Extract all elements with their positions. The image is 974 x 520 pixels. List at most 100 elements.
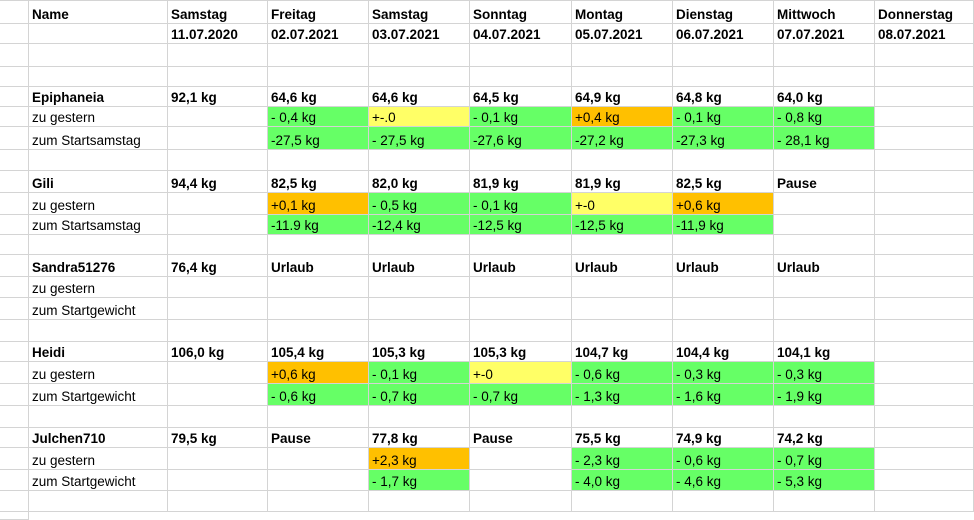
- weight-cell[interactable]: 64,9 kg: [572, 87, 673, 107]
- change-cell[interactable]: [369, 277, 470, 298]
- total-change-cell[interactable]: - 27,5 kg: [369, 127, 470, 150]
- empty-cell[interactable]: [572, 235, 673, 255]
- change-cell[interactable]: [168, 277, 268, 298]
- gutter-cell[interactable]: [0, 342, 29, 362]
- weight-cell[interactable]: Urlaub: [774, 255, 875, 277]
- empty-cell[interactable]: [29, 67, 168, 87]
- gutter-cell[interactable]: [0, 87, 29, 107]
- gutter-cell[interactable]: [0, 362, 29, 384]
- empty-cell[interactable]: [572, 67, 673, 87]
- empty-cell[interactable]: [774, 491, 875, 512]
- weight-cell[interactable]: 77,8 kg: [369, 428, 470, 448]
- weight-cell[interactable]: 79,5 kg: [168, 428, 268, 448]
- change-cell[interactable]: [774, 193, 875, 215]
- change-cell[interactable]: [673, 277, 774, 298]
- empty-cell[interactable]: [875, 235, 974, 255]
- empty-cell[interactable]: [268, 44, 369, 67]
- header-date[interactable]: 02.07.2021: [268, 24, 369, 44]
- change-cell[interactable]: - 0,1 kg: [470, 107, 572, 127]
- total-change-cell[interactable]: [875, 384, 974, 406]
- header-date[interactable]: 03.07.2021: [369, 24, 470, 44]
- total-change-cell[interactable]: - 4,0 kg: [572, 470, 673, 491]
- empty-cell[interactable]: [268, 67, 369, 87]
- change-cell[interactable]: +-0: [572, 193, 673, 215]
- change-cell[interactable]: [875, 193, 974, 215]
- person-name[interactable]: Heidi: [29, 342, 168, 362]
- gutter-cell[interactable]: [0, 428, 29, 448]
- total-change-cell[interactable]: -27,3 kg: [673, 127, 774, 150]
- total-change-cell[interactable]: -27,5 kg: [268, 127, 369, 150]
- total-change-cell[interactable]: -12,5 kg: [572, 215, 673, 235]
- row-label[interactable]: zum Startsamstag: [29, 215, 168, 235]
- empty-cell[interactable]: [572, 491, 673, 512]
- total-change-cell[interactable]: [369, 298, 470, 320]
- change-cell[interactable]: [470, 448, 572, 470]
- empty-cell[interactable]: [369, 406, 470, 428]
- empty-cell[interactable]: [168, 406, 268, 428]
- empty-cell[interactable]: [369, 44, 470, 67]
- weight-cell[interactable]: 105,3 kg: [369, 342, 470, 362]
- empty-cell[interactable]: [875, 320, 974, 342]
- total-change-cell[interactable]: [168, 470, 268, 491]
- weight-cell[interactable]: 105,3 kg: [470, 342, 572, 362]
- change-cell[interactable]: - 0,7 kg: [774, 448, 875, 470]
- empty-cell[interactable]: [168, 235, 268, 255]
- total-change-cell[interactable]: - 0,7 kg: [470, 384, 572, 406]
- weight-cell[interactable]: 76,4 kg: [168, 255, 268, 277]
- total-change-cell[interactable]: -27,2 kg: [572, 127, 673, 150]
- change-cell[interactable]: +0,6 kg: [268, 362, 369, 384]
- total-change-cell[interactable]: [470, 298, 572, 320]
- empty-cell[interactable]: [774, 235, 875, 255]
- change-cell[interactable]: [875, 362, 974, 384]
- empty-cell[interactable]: [268, 235, 369, 255]
- total-change-cell[interactable]: [774, 298, 875, 320]
- total-change-cell[interactable]: [168, 384, 268, 406]
- empty-cell[interactable]: [572, 320, 673, 342]
- header-date[interactable]: 04.07.2021: [470, 24, 572, 44]
- total-change-cell[interactable]: [875, 127, 974, 150]
- total-change-cell[interactable]: [268, 470, 369, 491]
- total-change-cell[interactable]: [875, 298, 974, 320]
- total-change-cell[interactable]: - 4,6 kg: [673, 470, 774, 491]
- total-change-cell[interactable]: - 5,3 kg: [774, 470, 875, 491]
- row-label[interactable]: zu gestern: [29, 277, 168, 298]
- row-label[interactable]: zu gestern: [29, 448, 168, 470]
- empty-cell[interactable]: [572, 44, 673, 67]
- row-label[interactable]: zu gestern: [29, 362, 168, 384]
- change-cell[interactable]: - 0,6 kg: [572, 362, 673, 384]
- header-day[interactable]: Freitag: [268, 0, 369, 24]
- gutter-cell[interactable]: [0, 127, 29, 150]
- empty-cell[interactable]: [29, 491, 168, 512]
- weight-cell[interactable]: 74,9 kg: [673, 428, 774, 448]
- gutter-cell[interactable]: [0, 512, 29, 520]
- gutter-cell[interactable]: [0, 107, 29, 127]
- weight-cell[interactable]: Urlaub: [369, 255, 470, 277]
- empty-cell[interactable]: [470, 44, 572, 67]
- empty-cell[interactable]: [673, 235, 774, 255]
- header-day[interactable]: Samstag: [369, 0, 470, 24]
- weight-cell[interactable]: 106,0 kg: [168, 342, 268, 362]
- gutter-cell[interactable]: [0, 470, 29, 491]
- change-cell[interactable]: - 0,6 kg: [673, 448, 774, 470]
- gutter-cell[interactable]: [0, 171, 29, 193]
- total-change-cell[interactable]: - 0,6 kg: [268, 384, 369, 406]
- weight-cell[interactable]: Pause: [470, 428, 572, 448]
- empty-cell[interactable]: [470, 491, 572, 512]
- gutter-cell[interactable]: [0, 150, 29, 171]
- empty-cell[interactable]: [268, 320, 369, 342]
- change-cell[interactable]: [168, 193, 268, 215]
- gutter-cell[interactable]: [0, 24, 29, 44]
- weight-cell[interactable]: 81,9 kg: [470, 171, 572, 193]
- empty-cell[interactable]: [572, 406, 673, 428]
- empty-cell[interactable]: [470, 320, 572, 342]
- header-day[interactable]: Samstag: [168, 0, 268, 24]
- weight-cell[interactable]: Pause: [268, 428, 369, 448]
- empty-cell[interactable]: [774, 320, 875, 342]
- change-cell[interactable]: - 2,3 kg: [572, 448, 673, 470]
- weight-cell[interactable]: Urlaub: [673, 255, 774, 277]
- empty-cell[interactable]: [774, 44, 875, 67]
- weight-cell[interactable]: 104,4 kg: [673, 342, 774, 362]
- empty-cell[interactable]: [875, 44, 974, 67]
- weight-cell[interactable]: 64,6 kg: [268, 87, 369, 107]
